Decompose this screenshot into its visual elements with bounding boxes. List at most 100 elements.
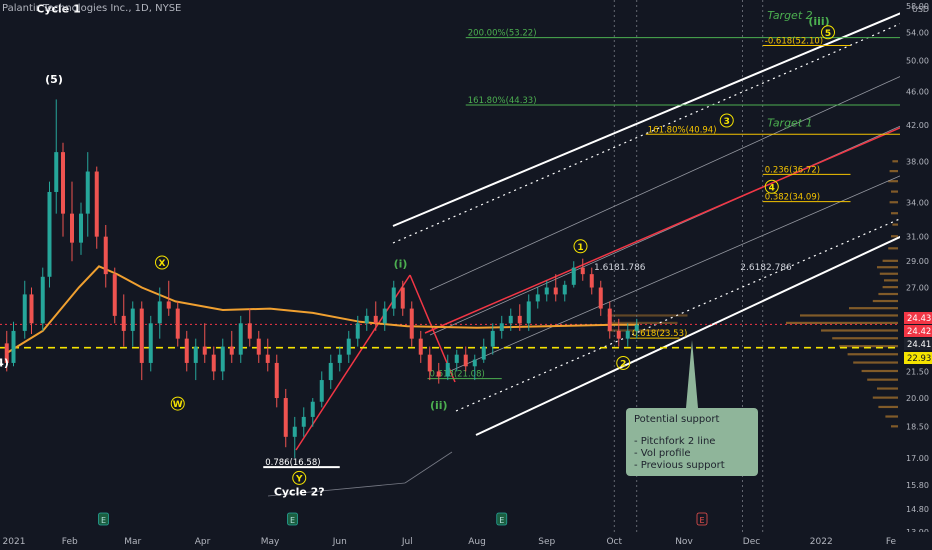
earnings-marker[interactable] <box>696 512 708 526</box>
wave-label: 2 <box>620 359 626 369</box>
price-tick-label: 14.80 <box>906 505 929 514</box>
candle-body <box>391 287 396 309</box>
candle-body <box>274 362 279 399</box>
candle-body <box>61 152 65 214</box>
wave-label: X <box>159 259 166 269</box>
time-tick-label: Apr <box>195 537 211 547</box>
candle-body <box>229 346 234 355</box>
price-tag-label: 24.42 <box>907 327 931 337</box>
fib-level-label: 0.618(21.08) <box>430 370 485 380</box>
fibonacci-levels: 200.00%(53.22) 161.80%(44.33) 0.618(21.08)… <box>263 9 900 469</box>
volume-profile-bar <box>832 337 898 340</box>
time-axis: 2021 Feb Mar Apr May Jun Jul Aug Sep Oct Nov Dec 202… <box>0 532 932 550</box>
volume-profile-bar <box>884 279 898 282</box>
channel-lower-solid <box>475 221 932 436</box>
candle-body <box>29 294 34 324</box>
candle-body <box>193 346 198 363</box>
candle-body <box>247 323 252 339</box>
wave-label: (4) <box>0 356 9 369</box>
earnings-marker-label[interactable]: E <box>101 516 106 525</box>
candle-body <box>220 346 225 372</box>
earnings-marker-label[interactable]: E <box>699 516 704 525</box>
volume-profile-bar <box>889 170 898 173</box>
wave-label: (i) <box>394 257 408 270</box>
candle-body <box>337 354 342 363</box>
volume-profile-bar <box>872 396 898 399</box>
callout-title: Potential support <box>634 414 720 425</box>
volume-profile-bar <box>853 361 898 364</box>
price-tick-label: 50.00 <box>906 57 929 66</box>
channel-lower-dotted <box>455 204 932 412</box>
earnings-marker-label[interactable]: E <box>499 516 504 525</box>
volume-profile-bar <box>839 345 898 348</box>
candle-body <box>598 287 603 309</box>
volume-profile-bar <box>888 180 898 183</box>
ratio-label: 2.6182.786 <box>740 263 792 273</box>
earnings-marker[interactable] <box>496 512 508 526</box>
candle-body <box>616 330 621 339</box>
price-tag <box>904 338 932 350</box>
price-tick-label: 18.50 <box>906 423 929 432</box>
candle-body <box>526 301 531 324</box>
candle-body <box>553 287 558 295</box>
candle-body <box>355 323 360 339</box>
earnings-marker[interactable] <box>287 512 298 526</box>
price-tick-label: 54.00 <box>906 28 929 37</box>
volume-profile-bar <box>800 314 898 317</box>
time-tick-label: May <box>261 537 280 547</box>
wave-label-circle <box>573 239 588 254</box>
candle-body <box>238 323 243 355</box>
wave-label-circle <box>155 255 169 270</box>
volume-profile-bar <box>878 405 898 409</box>
time-tick-label: Mar <box>124 537 141 547</box>
volume-profile-bar <box>888 247 898 250</box>
candle-body <box>409 308 414 339</box>
price-tick-label: 20.00 <box>906 394 929 403</box>
candle-body <box>346 338 351 355</box>
wave-label-circle <box>764 179 779 194</box>
earnings-marker[interactable] <box>98 512 109 526</box>
wave-label: 5 <box>825 29 831 39</box>
earnings-marker-label[interactable]: E <box>290 516 295 525</box>
candle-body <box>148 323 153 363</box>
price-tag-label: 24.41 <box>907 340 931 350</box>
candle-body <box>94 171 99 237</box>
candle-body <box>373 315 378 324</box>
volume-profile-bar <box>607 314 688 317</box>
candle-body <box>202 346 207 355</box>
volume-profile-bar <box>607 321 678 325</box>
volume-profile-bar <box>878 292 898 296</box>
wave-label-circle <box>821 25 835 40</box>
time-tick-label: 2022 <box>810 537 833 547</box>
candle-body <box>490 330 495 347</box>
price-tick-label: 29.00 <box>906 257 929 266</box>
price-tick-label: 17.00 <box>906 454 929 463</box>
pitchfork-median <box>424 113 932 334</box>
volume-profile-bar <box>882 286 898 289</box>
target-label: Target 1 <box>767 117 812 130</box>
channel-upper-dotted <box>392 9 932 244</box>
volume-profile-bar <box>882 259 898 262</box>
price-tick-label: 31.00 <box>906 233 929 242</box>
candle-body <box>562 284 567 295</box>
wave-label-circle <box>719 113 734 128</box>
price-tick-label: 15.80 <box>906 481 929 490</box>
volume-profile-bar <box>879 272 898 275</box>
wave-label: 1 <box>577 243 583 253</box>
volume-profile-bar <box>891 190 898 193</box>
candle-body <box>121 315 126 331</box>
time-tick-label: Fe <box>886 537 897 547</box>
candle-body <box>166 301 171 309</box>
wave-label-circle <box>170 396 185 411</box>
candle-body <box>47 191 52 277</box>
volume-profile-bar <box>786 321 898 325</box>
trend-sketch <box>404 451 453 484</box>
time-tick-label: Dec <box>743 537 760 547</box>
candle-body <box>256 338 261 355</box>
candle-body <box>54 152 59 192</box>
price-tag <box>904 325 932 337</box>
time-tick-label: Aug <box>468 537 486 547</box>
